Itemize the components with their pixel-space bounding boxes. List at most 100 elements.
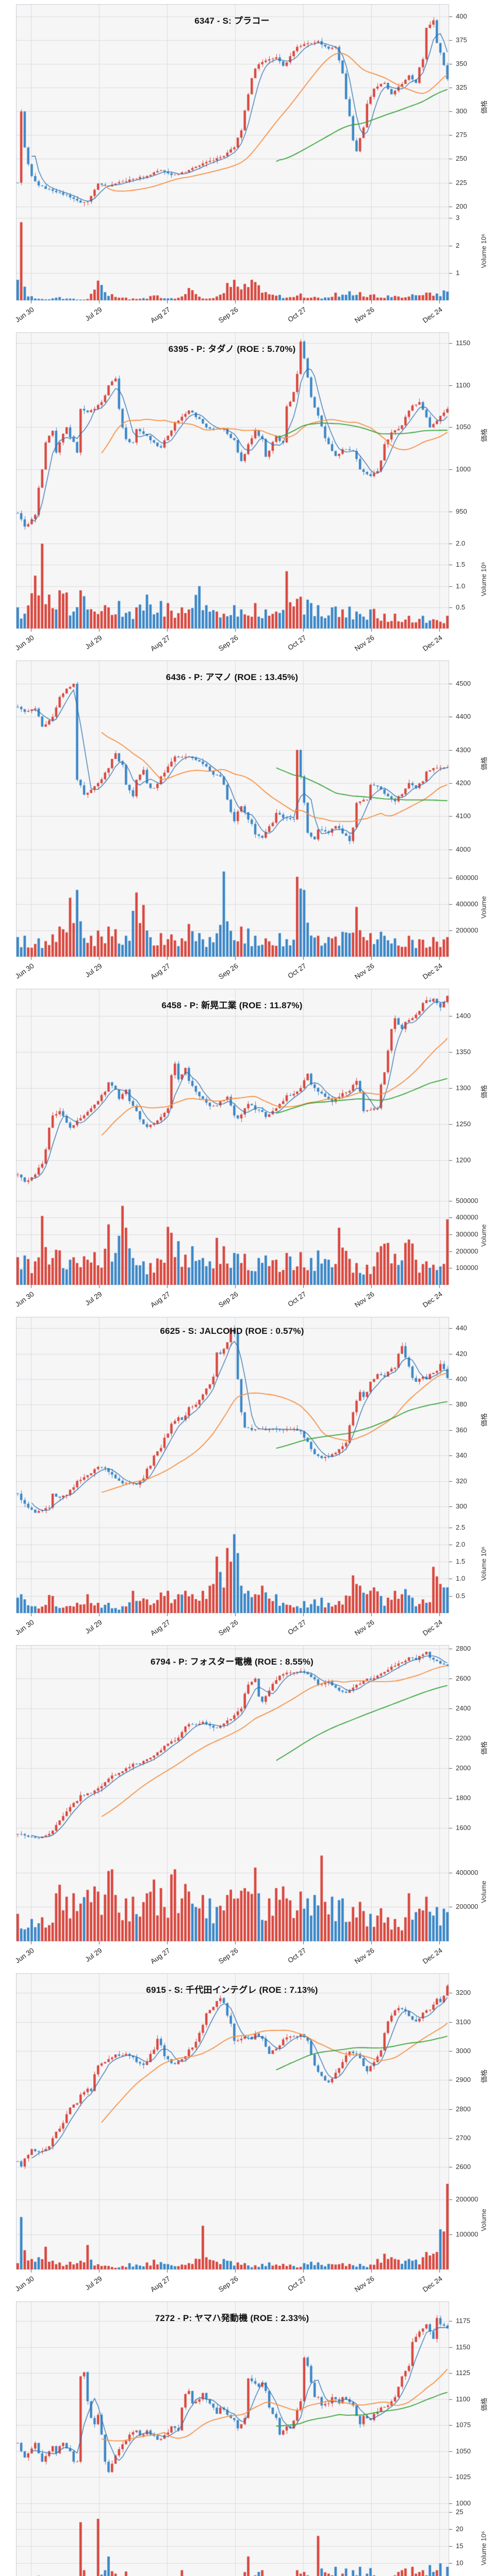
y-tick-label: 2200 [456,1734,471,1742]
y-tick-label: 1800 [456,1794,471,1802]
volume-axis-label: Volume [480,2208,488,2231]
y-tick-label: 4400 [456,713,471,721]
x-date-label: Aug 27 [149,634,172,653]
y-tick-label: 1000 [456,2499,471,2507]
volume-axis-label: Volume [480,895,488,919]
price-volume-canvas [16,332,456,633]
volume-axis-label: Volume 10⁶ [480,2531,488,2565]
price-volume-canvas [16,1317,456,1618]
y-tick-label: 2700 [456,2134,471,2142]
x-date-label: Dec 24 [421,1290,444,1309]
y-tick-label: 1075 [456,2421,471,2429]
y-tick-label: 1175 [456,2317,470,2325]
y-tick-label: 400 [456,12,467,20]
x-date-label: Jul 29 [84,634,104,651]
volume-tick-label: 2.0 [456,539,466,548]
y-tick-label: 3000 [456,2046,471,2055]
y-tick-label: 1050 [456,423,471,431]
x-date-label: Sep 26 [217,1946,240,1965]
y-tick-label: 375 [456,36,467,44]
x-date-label: Dec 24 [421,2275,444,2294]
volume-tick-label: 1.0 [456,582,466,590]
x-date-label: Jun 30 [14,962,36,980]
x-date-label: Nov 26 [353,2275,376,2294]
y-tick-label: 3100 [456,2018,471,2026]
price-axis-label: 価格 [480,756,488,771]
y-tick-label: 200 [456,202,467,210]
x-date-label: Jul 29 [84,962,104,979]
volume-axis-label: Volume 10⁶ [480,562,488,596]
volume-tick-label: 600000 [456,874,478,882]
y-tick-label: 2600 [456,2163,471,2171]
y-tick-label: 4500 [456,680,471,688]
y-tick-label: 300 [456,107,467,115]
price-axis-label: 価格 [480,1084,488,1099]
y-tick-label: 4200 [456,778,471,787]
x-date-label: Jul 29 [84,1290,104,1307]
volume-tick-label: 3 [456,214,460,222]
y-tick-label: 250 [456,155,467,163]
volume-tick-label: 1 [456,268,460,277]
x-date-label: Sep 26 [217,962,240,981]
x-date-label: Nov 26 [353,306,376,325]
volume-tick-label: 0.5 [456,603,466,611]
volume-tick-label: 400000 [456,900,478,908]
volume-tick-label: 200000 [456,926,478,935]
volume-tick-label: 1.5 [456,561,466,569]
volume-tick-label: 0.5 [456,1591,466,1600]
y-tick-label: 380 [456,1400,467,1409]
x-date-label: Jun 30 [14,1290,36,1309]
y-tick-label: 1400 [456,1012,471,1020]
y-tick-label: 1150 [456,2343,470,2351]
price-axis-label: 価格 [480,2069,488,2083]
price-volume-canvas [16,4,456,305]
x-date-label: Aug 27 [149,1618,172,1637]
volume-axis-label: Volume 10⁶ [480,233,488,268]
y-tick-label: 4300 [456,745,471,754]
x-date-label: Dec 24 [421,634,444,653]
volume-tick-label: 1.5 [456,1557,466,1566]
y-tick-label: 350 [456,60,467,68]
chart-title: 6794 - P: フォスター電機 (ROE : 8.55%) [150,1657,314,1667]
x-date-label: Sep 26 [217,1618,240,1637]
y-tick-label: 1100 [456,381,470,389]
x-date-label: Sep 26 [217,634,240,653]
x-date-label: Sep 26 [217,306,240,325]
x-date-label: Aug 27 [149,306,172,325]
volume-tick-label: 500000 [456,1196,478,1205]
y-tick-label: 400 [456,1375,467,1383]
x-date-label: Oct 27 [286,962,308,980]
y-tick-label: 275 [456,131,467,139]
price-volume-canvas [16,1973,456,2274]
x-date-label: Dec 24 [421,962,444,981]
x-date-label: Jun 30 [14,1946,36,1965]
x-date-label: Dec 24 [421,1618,444,1637]
x-date-label: Jun 30 [14,634,36,652]
x-date-label: Sep 26 [217,1290,240,1309]
y-tick-label: 1100 [456,2395,470,2403]
x-date-label: Jul 29 [84,306,104,323]
price-axis-label: 価格 [480,100,488,114]
y-tick-label: 2000 [456,1764,471,1772]
y-tick-label: 2800 [456,2105,471,2113]
x-date-label: Nov 26 [353,1618,376,1637]
y-tick-label: 320 [456,1477,467,1485]
y-tick-label: 1125 [456,2369,470,2377]
chart-title: 6395 - P: タダノ (ROE : 5.70%) [168,344,296,354]
volume-tick-label: 15 [456,2542,464,2550]
y-tick-label: 440 [456,1324,467,1332]
x-date-label: Aug 27 [149,962,172,981]
price-volume-canvas [16,660,456,961]
volume-tick-label: 25 [456,2507,464,2516]
chart-title: 6436 - P: アマノ (ROE : 13.45%) [166,672,299,682]
price-volume-canvas [16,1645,456,1946]
x-date-label: Oct 27 [286,634,308,652]
stock-chart-6395: 6395 - P: タダノ (ROE : 5.70%) 950 1000 1050 11… [0,328,495,656]
volume-tick-label: 20 [456,2524,464,2533]
y-tick-label: 1600 [456,1824,471,1832]
volume-axis-label: Volume [480,1224,488,1247]
x-date-label: Oct 27 [286,1618,308,1637]
x-date-label: Oct 27 [286,1290,308,1309]
x-date-label: Aug 27 [149,1946,172,1965]
